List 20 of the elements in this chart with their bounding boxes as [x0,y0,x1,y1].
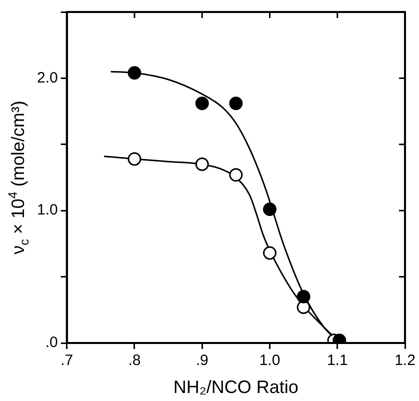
x-axis-title: NH₂/NCO Ratio [173,377,298,397]
point [296,290,310,304]
y-tick-label: 1.0 [36,202,58,219]
point [195,158,209,172]
x-tick-label: 1.1 [326,352,348,370]
x-tick-label: 1.2 [394,352,416,370]
x-tick-label: .8 [128,352,141,370]
x-tick-label: .9 [196,352,208,370]
point [229,96,243,110]
point [262,202,276,216]
point [195,96,209,110]
y-axis-title: νc × 104 (mole/cm³) [6,100,32,254]
point [128,152,142,166]
point [128,66,142,80]
x-tick-label: .7 [60,352,74,370]
y-tick-label: .0 [45,334,58,352]
point [229,168,243,182]
y-tick-label: 2.0 [36,69,58,86]
x-tick-label: 1.0 [259,352,280,370]
point [262,246,276,260]
